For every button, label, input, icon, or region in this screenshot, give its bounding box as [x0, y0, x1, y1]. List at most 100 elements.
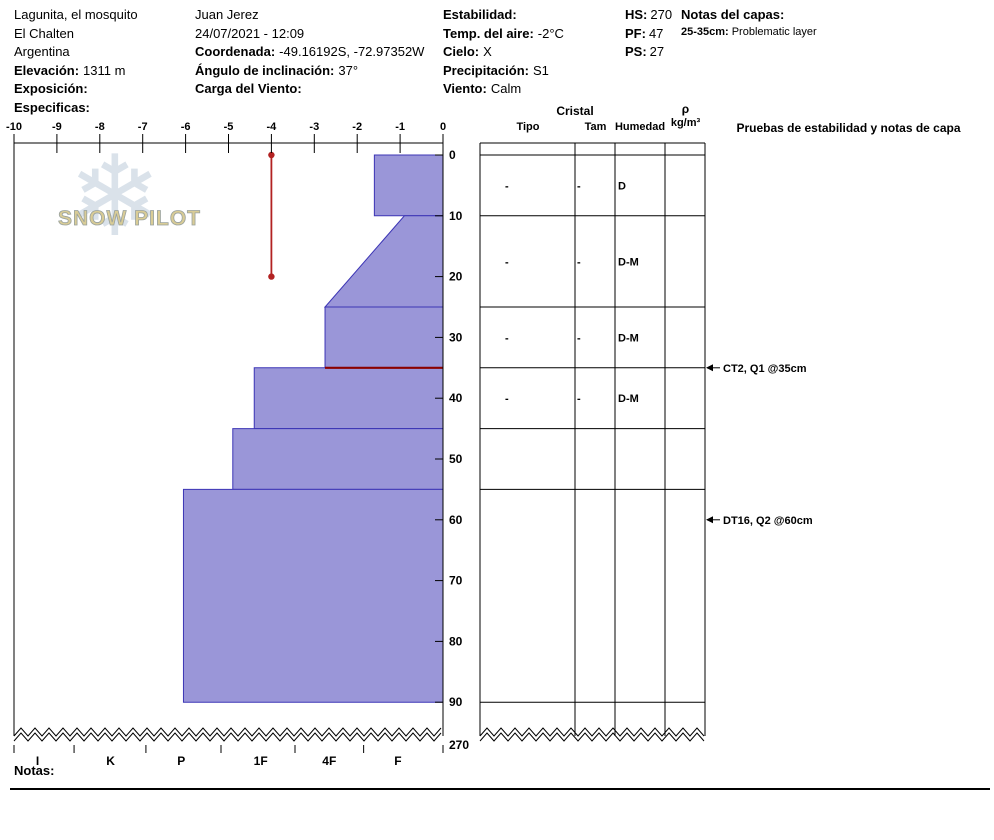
slope-angle-value: 37°	[338, 62, 359, 78]
col-header-tam: Tam	[584, 121, 607, 133]
depth-axis-tick-label: 60	[449, 513, 463, 527]
grain-size-value: -	[577, 332, 581, 344]
depth-axis-tick-label: 30	[449, 330, 463, 344]
air-temp-row: Temp. del aire: -2°C	[443, 25, 564, 44]
top-axis-tick-label: -7	[138, 121, 148, 133]
depth-break-zigzag	[479, 727, 705, 737]
col-header-density-symbol: ρ	[681, 102, 690, 116]
wind-row: Viento: Calm	[443, 80, 564, 99]
pf-value: 47	[648, 25, 664, 41]
grain-type-value: -	[505, 332, 509, 344]
elevation-value: 1311 m	[83, 62, 126, 78]
aspect-row: Exposición:	[14, 80, 138, 99]
coordinates-label: Coordenada:	[195, 44, 276, 59]
top-axis-tick-label: -5	[224, 121, 234, 133]
depth-break-zigzag	[479, 732, 705, 742]
pf-row: PF: 47	[625, 25, 672, 44]
precip-label: Precipitación:	[443, 62, 529, 78]
site-name: Lagunita, el mosquito	[14, 7, 138, 22]
total-depth-label: 270	[449, 738, 469, 752]
notes-label: Notas:	[14, 763, 55, 778]
site-country: Argentina	[14, 44, 70, 59]
snow-layer	[373, 154, 444, 217]
hardness-scale-label: 1F	[254, 754, 268, 768]
depth-break-zigzag	[13, 732, 442, 742]
top-axis-tick-label: -6	[181, 121, 191, 133]
ps-value: 27	[649, 44, 665, 59]
col-header-cristal: Cristal	[556, 104, 594, 118]
grain-type-value: -	[505, 256, 509, 268]
sky-value: X	[483, 44, 492, 59]
grain-size-value: -	[577, 256, 581, 268]
snowflake-icon: ❄	[68, 132, 162, 262]
moisture-value: D-M	[618, 332, 639, 344]
coordinates-row: Coordenada: -49.16192S, -72.97352W	[195, 43, 424, 62]
hs-row: HS: 270	[625, 6, 672, 25]
grain-type-value: -	[505, 393, 509, 405]
hs-value: 270	[650, 7, 673, 22]
depth-break-zigzag	[13, 727, 442, 737]
depth-axis-tick-label: 40	[449, 391, 463, 405]
elevation-label: Elevación:	[14, 62, 80, 78]
ps-row: PS: 27	[625, 43, 672, 62]
snow-layer	[323, 215, 444, 308]
specifics-label: Especificas:	[14, 99, 90, 115]
depth-axis-tick-label: 70	[449, 574, 463, 588]
col-header-density-units: kg/m³	[670, 117, 701, 129]
depth-axis-tick-label: 0	[449, 148, 456, 162]
precip-value: S1	[532, 62, 549, 78]
top-axis-tick-label: -10	[6, 121, 22, 133]
sky-row: Cielo: X	[443, 43, 564, 62]
stability-test-arrowhead	[706, 364, 713, 372]
snow-layer	[253, 367, 444, 430]
top-axis-tick-label: -8	[95, 121, 105, 133]
sky-label: Cielo:	[443, 44, 480, 59]
wind-value: Calm	[490, 81, 522, 96]
grain-size-value: -	[577, 180, 581, 192]
coordinates-value: -49.16192S, -72.97352W	[279, 44, 425, 59]
stability-test-label: DT16, Q2 @60cm	[723, 515, 813, 527]
wind-label: Viento:	[443, 81, 487, 96]
precip-row: Precipitación: S1	[443, 62, 564, 81]
observation-datetime: 24/07/2021 - 12:09	[195, 25, 305, 41]
wind-loading-label: Carga del Viento:	[195, 81, 302, 96]
col-header-tipo: Tipo	[516, 121, 540, 133]
top-axis-tick-label: -3	[309, 121, 319, 133]
depth-axis-tick-label: 50	[449, 452, 463, 466]
footer-divider	[10, 788, 990, 790]
ps-label: PS:	[625, 44, 647, 59]
pf-label: PF:	[625, 25, 646, 41]
layer-note-text: Problematic layer	[731, 25, 817, 38]
header-observer: Juan Jerez 24/07/2021 - 12:09 Coordenada…	[195, 6, 424, 99]
snow-layer	[182, 488, 444, 703]
snow-layer	[324, 306, 444, 369]
slope-angle-row: Ángulo de inclinación: 37°	[195, 62, 424, 81]
top-axis-tick-label: -9	[52, 121, 62, 133]
header-location: Lagunita, el mosquito El Chalten Argenti…	[14, 6, 138, 117]
col-header-humedad: Humedad	[614, 121, 666, 133]
hardness-scale-label: K	[106, 754, 115, 768]
temperature-point	[268, 273, 275, 280]
air-temp-value: -2°C	[537, 25, 564, 41]
top-axis-tick-label: -4	[267, 121, 278, 133]
specifics-row: Especificas:	[14, 99, 138, 118]
layer-note-label: 25-35cm:	[681, 25, 729, 38]
air-temp-label: Temp. del aire:	[443, 25, 534, 41]
hardness-scale-label: P	[177, 754, 185, 768]
slope-angle-label: Ángulo de inclinación:	[195, 62, 335, 78]
depth-axis-tick-label: 90	[449, 695, 463, 709]
hardness-scale-label: F	[394, 754, 401, 768]
logo-text: SNOW PILOT	[58, 207, 201, 231]
moisture-value: D-M	[618, 393, 639, 405]
moisture-value: D-M	[618, 256, 639, 268]
stability-label: Estabilidad:	[443, 7, 517, 22]
grain-type-value: -	[505, 180, 509, 192]
elevation-row: Elevación: 1311 m	[14, 62, 138, 81]
stability-row: Estabilidad:	[443, 6, 564, 25]
hardness-scale-label: I	[36, 754, 39, 768]
observer-name: Juan Jerez	[195, 7, 259, 22]
header-snowpack: HS: 270 PF: 47 PS: 27	[625, 6, 672, 62]
top-axis-tick-label: 0	[440, 121, 446, 133]
